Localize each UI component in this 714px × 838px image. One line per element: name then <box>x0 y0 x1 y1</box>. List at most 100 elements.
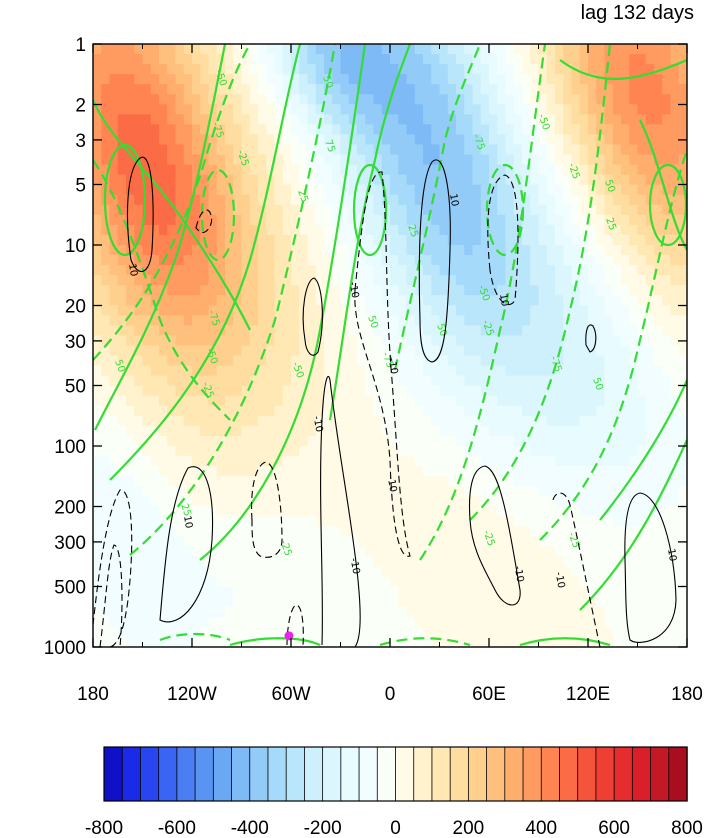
field-cell <box>497 305 507 316</box>
field-cell <box>381 636 391 647</box>
x-tick-label: 60W <box>271 684 310 705</box>
field-cell <box>307 446 317 457</box>
field-cell <box>596 476 606 487</box>
field-cell <box>431 566 441 578</box>
green-contour-label: 25 <box>295 188 310 204</box>
field-cell <box>117 405 127 417</box>
field-cell <box>629 255 639 266</box>
field-cell <box>365 275 375 286</box>
field-cell <box>654 285 663 296</box>
field-cell <box>563 576 573 588</box>
field-cell <box>348 606 358 618</box>
field-cell <box>612 355 622 367</box>
field-cell <box>175 54 185 65</box>
field-cell <box>150 606 160 618</box>
field-cell <box>266 616 276 628</box>
field-cell <box>637 84 647 95</box>
field-cell <box>134 546 144 558</box>
field-cell <box>258 355 267 367</box>
field-cell <box>596 74 606 85</box>
field-cell <box>126 214 135 226</box>
field-cell <box>373 526 383 538</box>
field-cell <box>398 214 408 226</box>
field-cell <box>637 586 647 598</box>
field-cell <box>522 265 531 276</box>
field-cell <box>266 415 276 427</box>
field-cell <box>183 224 193 236</box>
field-cell <box>447 335 457 347</box>
field-cell <box>332 536 342 548</box>
field-cell <box>546 385 556 397</box>
field-cell <box>579 114 589 125</box>
field-cell <box>225 124 234 136</box>
field-cell <box>299 214 309 226</box>
field-cell <box>530 144 540 156</box>
field-cell <box>241 385 251 397</box>
field-cell <box>513 345 523 357</box>
field-cell <box>324 124 333 136</box>
field-cell <box>571 626 581 638</box>
field-cell <box>340 405 350 417</box>
field-cell <box>249 44 259 55</box>
field-cell <box>612 626 622 638</box>
field-cell <box>241 516 251 527</box>
field-cell <box>530 365 540 377</box>
field-cell <box>233 285 243 296</box>
field-cell <box>126 194 135 206</box>
field-cell <box>167 44 177 55</box>
field-cell <box>637 506 647 517</box>
field-cell <box>340 566 350 578</box>
field-cell <box>324 466 333 477</box>
field-cell <box>456 305 465 316</box>
field-cell <box>348 546 358 558</box>
field-cell <box>142 265 152 276</box>
field-cell <box>489 174 498 186</box>
field-cell <box>431 144 441 156</box>
field-cell <box>315 375 325 387</box>
field-cell <box>497 114 507 125</box>
field-cell <box>381 74 391 85</box>
field-cell <box>258 486 267 497</box>
field-cell <box>200 74 210 85</box>
field-cell <box>398 456 408 467</box>
field-cell <box>398 586 408 598</box>
field-cell <box>159 234 168 246</box>
field-cell <box>340 144 350 156</box>
field-cell <box>183 144 193 156</box>
field-cell <box>497 466 507 477</box>
field-cell <box>167 305 177 316</box>
field-cell <box>456 355 465 367</box>
field-cell <box>604 285 614 296</box>
field-cell <box>538 265 548 276</box>
field-cell <box>530 295 540 306</box>
field-cell <box>604 566 614 578</box>
field-cell <box>373 44 383 55</box>
field-cell <box>315 104 325 115</box>
field-cell <box>464 204 474 216</box>
field-cell <box>167 616 177 628</box>
field-cell <box>654 275 663 286</box>
field-cell <box>183 395 193 407</box>
field-cell <box>117 375 127 387</box>
field-cell <box>588 516 597 527</box>
field-cell <box>282 134 292 146</box>
field-cell <box>497 265 507 276</box>
field-cell <box>365 606 375 618</box>
field-cell <box>340 124 350 136</box>
field-cell <box>167 375 177 387</box>
field-cell <box>233 194 243 206</box>
field-cell <box>439 134 449 146</box>
field-cell <box>183 315 193 326</box>
field-cell <box>456 576 465 588</box>
field-cell <box>101 496 111 507</box>
field-cell <box>282 415 292 427</box>
field-cell <box>258 536 267 548</box>
field-cell <box>324 626 333 638</box>
field-cell <box>489 204 498 216</box>
field-cell <box>588 546 597 558</box>
field-cell <box>456 536 465 548</box>
field-cell <box>406 476 416 487</box>
field-cell <box>472 285 482 296</box>
field-cell <box>332 395 342 407</box>
field-cell <box>101 44 111 55</box>
